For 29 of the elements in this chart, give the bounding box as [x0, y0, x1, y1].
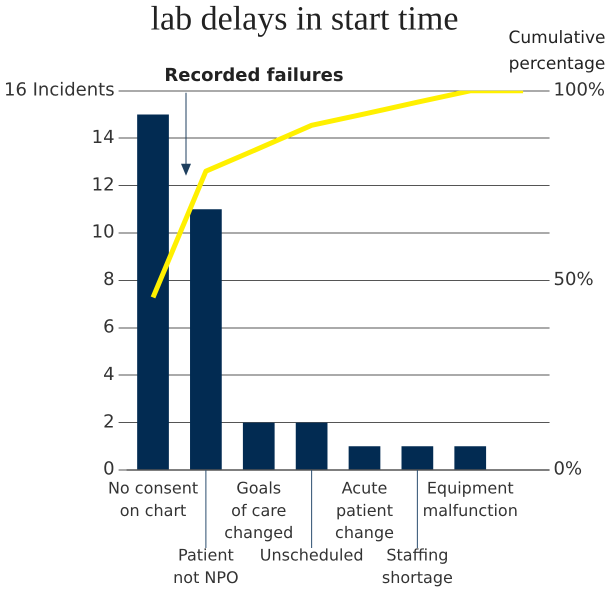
y-tick-label: 8: [103, 269, 115, 290]
bar: [190, 209, 222, 470]
y2-tick-label: 0%: [554, 458, 582, 480]
chart-title: lab delays in start time: [150, 0, 458, 38]
y2-tick-label: 50%: [554, 269, 594, 290]
y2-axis-title: Cumulative percentage: [508, 28, 606, 74]
y-tick-label: 6: [103, 316, 115, 338]
text: Recorded failures: [164, 64, 344, 86]
y-tick-label: 16 Incidents: [4, 79, 115, 100]
bar: [242, 422, 275, 470]
bar: [296, 422, 328, 470]
y-tick-label: 10: [92, 222, 115, 243]
y2-tick-label: 100%: [554, 79, 606, 100]
y-tick-label: 12: [92, 174, 115, 196]
x-tick-label: Acute patient change: [335, 478, 394, 542]
y-tick-label: 4: [103, 364, 115, 385]
x-tick-label: Unscheduled: [260, 546, 364, 565]
x-tick-label: No consent on chart: [108, 478, 198, 520]
x-tick-label: Equipment malfunction: [422, 478, 518, 520]
y-tick-label: 0: [103, 458, 115, 480]
bar: [348, 446, 380, 470]
x-tick-label: Goals of care changed: [224, 478, 294, 542]
y-tick-label: 14: [92, 126, 115, 148]
bar: [137, 114, 169, 470]
y-tick-label: 2: [103, 411, 115, 432]
bar: [454, 446, 486, 470]
x-tick-label: Patient not NPO: [173, 546, 239, 587]
x-tick-label: Staffing shortage: [382, 546, 453, 587]
bar: [402, 446, 434, 470]
